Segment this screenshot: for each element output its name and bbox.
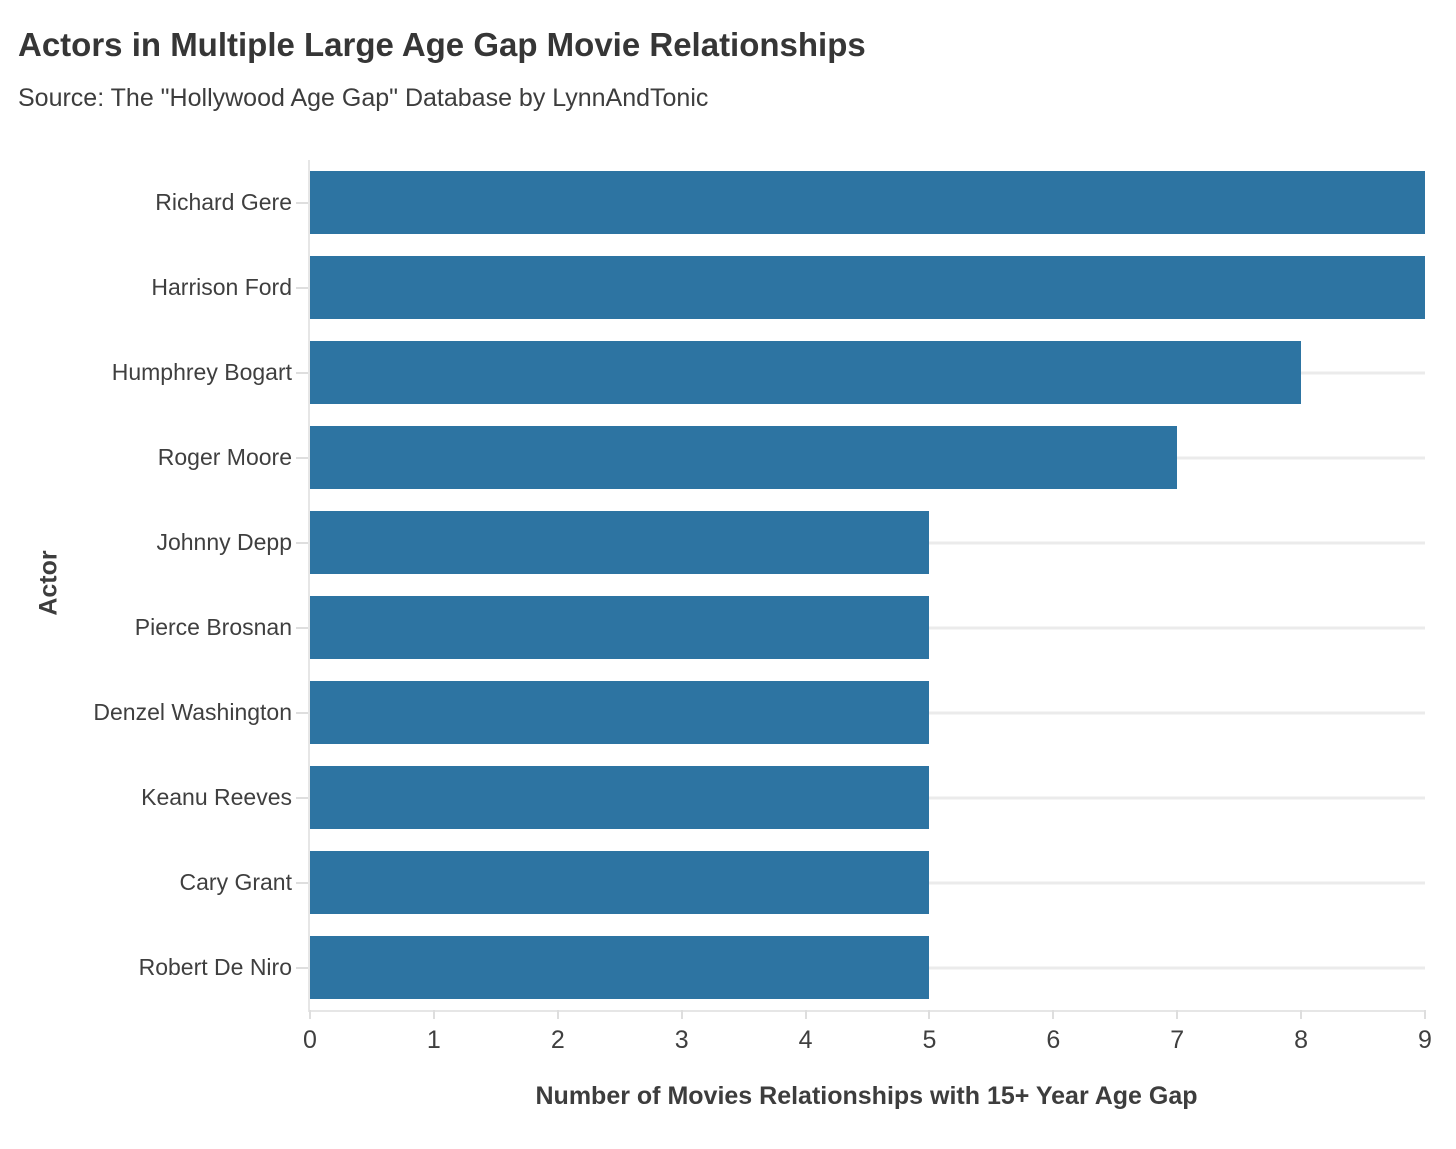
bar-cary-grant [310,850,930,915]
bar-richard-gere [310,170,1425,235]
x-tick-mark [556,1010,559,1019]
y-tick-label-harrison-ford: Harrison Ford [151,274,292,300]
chart-title: Actors in Multiple Large Age Gap Movie R… [18,26,866,63]
bar-row [310,585,1425,670]
x-axis-title: Number of Movies Relationships with 15+ … [535,1082,1198,1110]
y-tick-label-roger-moore: Roger Moore [157,444,292,470]
bar-denzel-washington [310,680,930,745]
y-tick-mark [296,796,308,799]
x-tick-label-6: 6 [1046,1026,1061,1054]
x-tick-mark [1300,1010,1303,1019]
x-tick-label-5: 5 [922,1026,937,1054]
y-tick-mark [296,456,308,459]
x-tick-mark [804,1010,807,1019]
y-tick-mark [296,711,308,714]
x-tick-label-3: 3 [674,1026,689,1054]
x-tick-mark [1052,1010,1055,1019]
x-tick-mark [309,1010,311,1019]
x-tick-label-4: 4 [798,1026,813,1054]
y-tick-mark [296,286,308,289]
x-ticks: 0 1 2 3 4 5 6 7 8 9 [303,1010,1432,1070]
y-tick-label-cary-grant: Cary Grant [179,869,292,895]
bar-row [310,160,1425,245]
y-tick-mark [296,626,308,629]
x-tick-label-7: 7 [1170,1026,1185,1054]
y-tick-mark [296,881,308,884]
bar-johnny-depp [310,510,930,575]
bar-row [310,670,1425,755]
x-tick-label-2: 2 [550,1026,565,1054]
x-tick-mark [1176,1010,1179,1019]
bar-row [310,330,1425,415]
y-tick-mark [296,201,308,204]
y-tick-labels: Richard Gere Harrison Ford Humphrey Bogart… [12,160,292,1010]
bar-harrison-ford [310,255,1425,320]
bar-pierce-brosnan [310,595,930,660]
y-tick-label-denzel-washington: Denzel Washington [93,699,292,725]
y-tick-label-richard-gere: Richard Gere [155,189,292,215]
y-axis-title: Actor [34,550,63,616]
bar-roger-moore [310,425,1178,490]
y-tick-mark [296,371,308,374]
y-tick-label-robert-de-niro: Robert De Niro [138,954,292,980]
bar-row [310,500,1425,585]
y-tick-label-pierce-brosnan: Pierce Brosnan [134,614,292,640]
x-tick-mark [432,1010,435,1019]
bar-row [310,415,1425,500]
bars-container [310,160,1425,1010]
x-tick-label-8: 8 [1294,1026,1309,1054]
bar-row [310,925,1425,1010]
x-tick-label-0: 0 [303,1026,317,1054]
bar-robert-de-niro [310,935,930,1000]
x-tick-label-1: 1 [426,1026,441,1054]
chart-subtitle: Source: The "Hollywood Age Gap" Database… [18,84,709,112]
y-tick-mark [296,541,308,544]
x-tick-mark [1424,1010,1426,1019]
x-tick-label-9: 9 [1418,1026,1432,1054]
y-tick-label-humphrey-bogart: Humphrey Bogart [111,359,292,385]
plot-area: Richard Gere Harrison Ford Humphrey Bogart… [93,160,1432,1054]
bar-humphrey-bogart [310,340,1302,405]
bar-row [310,840,1425,925]
x-tick-mark [928,1010,931,1019]
bar-row [310,245,1425,330]
x-tick-mark [680,1010,683,1019]
y-tick-mark [296,966,308,969]
y-tick-label-keanu-reeves: Keanu Reeves [141,784,292,810]
bar-row [310,755,1425,840]
y-ticks [296,160,310,1010]
bar-keanu-reeves [310,765,930,830]
y-tick-label-johnny-depp: Johnny Depp [156,529,292,555]
